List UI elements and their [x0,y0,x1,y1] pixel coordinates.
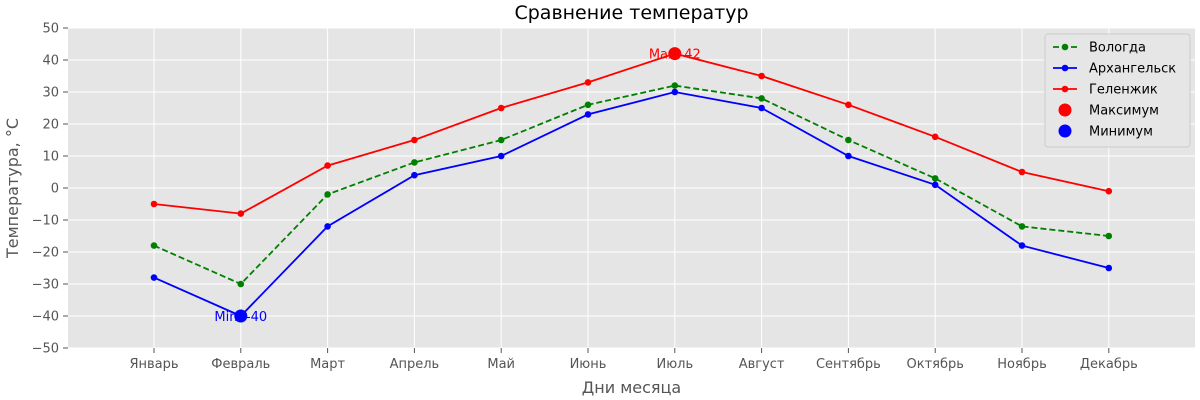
legend-label: Архангельск [1089,62,1176,77]
data-point [931,133,939,141]
series-line [153,91,1110,318]
data-point [584,101,592,109]
x-tick-label: Октябрь [906,357,963,372]
data-point [1018,168,1026,176]
legend-marker [1058,124,1072,138]
y-tick-label: −10 [32,214,59,229]
y-axis-title: Температура, °C [3,118,22,259]
legend-marker [1061,64,1069,72]
data-point [324,223,331,230]
x-tick-label: Июль [656,357,693,372]
data-point [1018,223,1026,230]
data-point [411,159,418,166]
x-tick-label: Март [310,357,345,372]
data-point [845,101,852,109]
data-point [1018,242,1026,249]
data-point [1105,264,1113,272]
data-point [150,242,158,249]
data-point [584,111,592,118]
data-point [150,200,158,208]
data-point [671,88,679,96]
legend-label: Геленжик [1089,83,1158,98]
y-tick-label: 50 [42,22,59,37]
y-tick-label: −50 [32,342,59,357]
highlight-point [668,47,682,61]
data-point [411,136,418,144]
y-tick-label: 30 [42,86,59,101]
data-point [584,79,592,86]
y-tick-label: 20 [42,118,59,133]
data-point [237,280,245,288]
y-axis-ticks: −50 −40 −30 −20 −10 0 10 20 30 40 50 [32,22,68,357]
data-point [150,274,158,281]
legend-label: Вологда [1089,41,1146,56]
y-tick-label: −40 [32,310,59,325]
y-tick-label: 40 [42,54,59,69]
data-point [671,82,679,89]
legend-marker [1061,43,1069,51]
data-point [1105,232,1113,240]
legend-label: Максимум [1089,104,1159,119]
data-point [237,210,245,217]
x-tick-label: Февраль [211,357,270,372]
legend-marker [1058,103,1072,117]
legend-box [1044,33,1191,148]
x-tick-label: Январь [129,357,178,372]
data-point [845,152,852,160]
chart-title: Сравнение температур [514,2,748,24]
x-tick-label: Апрель [390,357,440,372]
data-point [758,95,765,102]
x-tick-label: Сентябрь [816,357,881,372]
data-point [497,152,505,160]
legend-marker [1061,85,1069,93]
x-tick-label: Май [487,357,515,372]
highlight-markers: Max: 42 Min: -40 [214,47,701,325]
series-group [150,82,1113,288]
x-axis-title: Дни месяца [582,378,681,397]
y-tick-label: 0 [51,182,59,197]
y-tick-label: −30 [32,278,59,293]
x-tick-label: Июнь [570,357,607,372]
data-label: Min: -40 [214,310,267,325]
data-point [758,104,765,112]
series-lines [150,50,1113,320]
data-point [845,136,852,144]
y-tick-label: 10 [42,150,59,165]
y-tick-label: −20 [32,246,59,261]
data-point [411,171,418,179]
series-line [153,84,1109,286]
data-label: Max: 42 [649,48,701,63]
data-point [1105,187,1113,195]
highlight-point [234,309,248,323]
data-point [758,72,765,80]
grid [68,27,1195,349]
legend: Вологда Архангельск Геленжик Максимум Миниму… [1044,33,1191,148]
x-axis-ticks: Январь Февраль Март Апрель Май Июнь Июль Август… [129,348,1138,372]
data-point [324,191,331,198]
data-point [497,104,505,112]
legend-label: Минимум [1089,125,1153,140]
x-tick-label: Декабрь [1080,357,1138,372]
data-point [497,136,505,144]
series-line [153,52,1109,215]
x-tick-label: Ноябрь [997,357,1046,372]
data-point [324,162,331,169]
data-point [931,181,939,189]
x-tick-label: Август [739,357,785,372]
data-point [931,175,939,182]
